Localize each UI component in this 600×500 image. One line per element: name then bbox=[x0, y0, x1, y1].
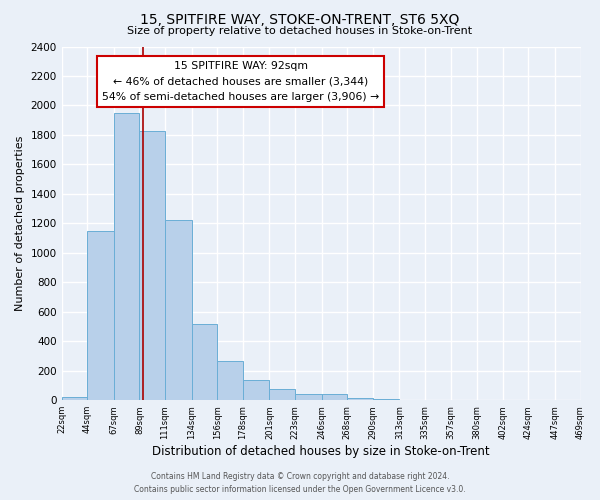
Bar bbox=[139, 130, 165, 400]
Bar bbox=[269, 389, 295, 400]
Bar bbox=[62, 396, 87, 400]
Bar bbox=[243, 380, 269, 400]
Bar bbox=[165, 220, 191, 400]
X-axis label: Distribution of detached houses by size in Stoke-on-Trent: Distribution of detached houses by size … bbox=[152, 444, 490, 458]
Bar bbox=[87, 230, 114, 400]
Text: Contains HM Land Registry data © Crown copyright and database right 2024.
Contai: Contains HM Land Registry data © Crown c… bbox=[134, 472, 466, 494]
Bar bbox=[114, 113, 139, 400]
Text: 15, SPITFIRE WAY, STOKE-ON-TRENT, ST6 5XQ: 15, SPITFIRE WAY, STOKE-ON-TRENT, ST6 5X… bbox=[140, 12, 460, 26]
Bar bbox=[217, 361, 243, 400]
Bar bbox=[322, 394, 347, 400]
Bar bbox=[347, 398, 373, 400]
Text: Size of property relative to detached houses in Stoke-on-Trent: Size of property relative to detached ho… bbox=[127, 26, 473, 36]
Y-axis label: Number of detached properties: Number of detached properties bbox=[15, 136, 25, 311]
Bar bbox=[295, 394, 322, 400]
Bar bbox=[191, 324, 217, 400]
Text: 15 SPITFIRE WAY: 92sqm
← 46% of detached houses are smaller (3,344)
54% of semi-: 15 SPITFIRE WAY: 92sqm ← 46% of detached… bbox=[102, 60, 379, 102]
